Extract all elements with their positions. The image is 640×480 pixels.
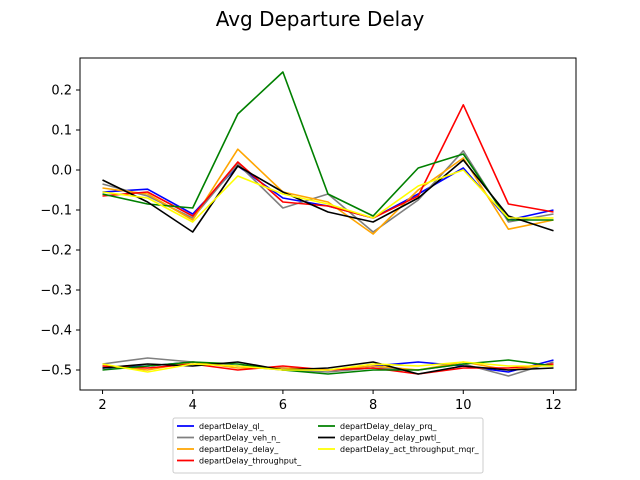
series-line-5: [102, 159, 554, 233]
legend-label: departDelay_veh_n_: [199, 434, 281, 443]
legend-label: departDelay_ql_: [199, 422, 265, 431]
y-tick-label: −0.2: [40, 244, 72, 259]
legend-label: departDelay_throughput_: [199, 457, 302, 466]
series-line-6: [102, 169, 554, 223]
x-axis-ticks: 2 4 6 8 10 12: [98, 390, 562, 413]
series-line-4: [102, 71, 554, 221]
legend-label: departDelay_act_throughput_mqr_: [340, 445, 480, 454]
legend-label: departDelay_delay_prq_: [340, 422, 438, 431]
series-line-3: [102, 104, 554, 219]
series-line-2: [102, 148, 554, 235]
legend-label: departDelay_delay_pwtl_: [340, 434, 441, 443]
chart-title: Avg Departure Delay: [216, 7, 425, 31]
x-tick-label: 10: [455, 398, 472, 413]
x-tick-label: 4: [189, 398, 197, 413]
x-tick-label: 6: [279, 398, 287, 413]
y-axis-ticks: 0.2 0.1 0.0 −0.1 −0.2 −0.3 −0.4 −0.5: [40, 84, 80, 379]
x-tick-label: 8: [369, 398, 377, 413]
legend-label: departDelay_delay_: [199, 445, 279, 454]
series-layer: [102, 71, 554, 377]
x-tick-label: 2: [98, 398, 106, 413]
y-tick-label: 0.1: [51, 124, 72, 139]
series-line-12: [102, 361, 554, 375]
y-tick-label: −0.5: [40, 364, 72, 379]
series-line-13: [102, 361, 554, 373]
y-tick-label: −0.4: [40, 324, 72, 339]
x-tick-label: 12: [545, 398, 562, 413]
y-tick-label: 0.0: [51, 164, 72, 179]
y-tick-label: −0.3: [40, 284, 72, 299]
y-tick-label: 0.2: [51, 84, 72, 99]
plot-frame: [79, 57, 577, 391]
legend-box: [172, 417, 484, 474]
legend: departDelay_ql_ departDelay_veh_n_ departD…: [172, 417, 484, 474]
y-tick-label: −0.1: [40, 204, 72, 219]
